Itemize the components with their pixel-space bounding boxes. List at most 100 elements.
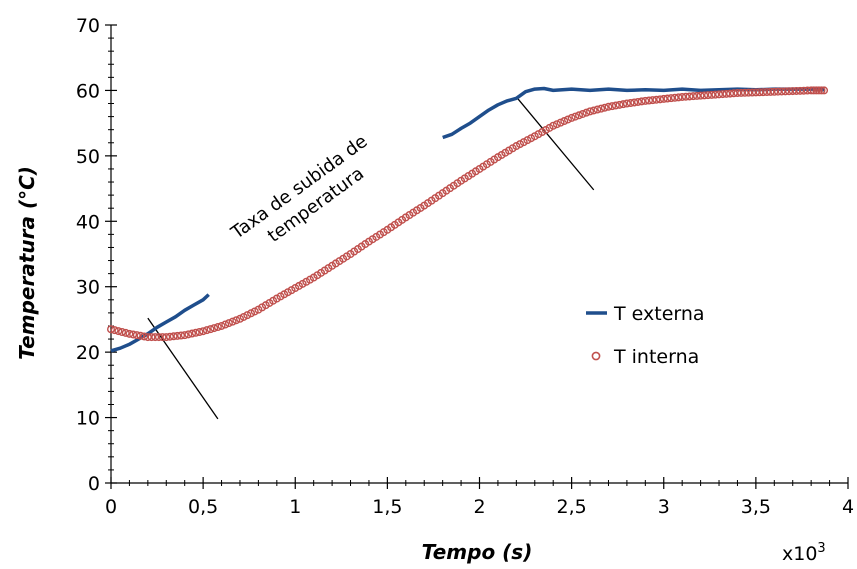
t-interna-point — [814, 86, 823, 95]
x-tick-label: 1 — [289, 496, 301, 518]
legend: T externa T interna — [586, 303, 705, 368]
t-interna-point — [118, 327, 127, 336]
t-interna-point — [608, 102, 617, 111]
y-tick-label: 20 — [76, 342, 100, 364]
t-interna-point — [129, 330, 138, 339]
t-interna-point — [744, 88, 753, 97]
x-tick-label: 1,5 — [372, 496, 402, 518]
t-interna-point — [136, 331, 145, 340]
t-interna-point — [773, 87, 782, 96]
t-interna-point — [597, 104, 606, 113]
x-tick-label: 3 — [658, 496, 670, 518]
t-interna-point — [110, 326, 119, 335]
t-interna-point — [563, 115, 572, 124]
guide-line — [515, 96, 595, 191]
t-interna-point — [715, 90, 724, 99]
x-tick-label: 2 — [473, 496, 485, 518]
t-interna-point — [645, 96, 654, 105]
t-interna-point — [692, 91, 701, 100]
t-interna-point — [711, 90, 720, 99]
t-interna-point — [759, 88, 768, 97]
t-interna-point — [567, 113, 576, 122]
t-interna-point — [630, 98, 639, 107]
t-interna-point — [571, 112, 580, 121]
t-interna-point — [748, 88, 757, 97]
t-interna-point — [733, 89, 742, 98]
t-interna-point — [678, 92, 687, 101]
t-interna-point — [788, 87, 797, 96]
t-interna-point — [770, 87, 779, 96]
t-interna-point — [637, 97, 646, 106]
t-interna-point — [232, 316, 241, 325]
t-interna-point — [674, 93, 683, 102]
y-tick-label: 70 — [76, 15, 100, 37]
t-interna-point — [766, 87, 775, 96]
series-t-interna — [106, 86, 829, 342]
t-interna-point — [648, 96, 657, 105]
t-interna-point — [809, 86, 818, 95]
t-interna-point — [670, 93, 679, 102]
t-interna-point — [604, 102, 613, 111]
t-interna-point — [582, 108, 591, 117]
t-interna-point — [549, 121, 558, 130]
t-interna-point — [169, 332, 178, 341]
t-interna-point — [228, 317, 237, 326]
legend-t-interna-swatch — [591, 351, 601, 361]
t-interna-point — [667, 94, 676, 103]
t-interna-point — [593, 105, 602, 114]
t-interna-point — [177, 331, 186, 340]
t-interna-point — [188, 329, 197, 338]
t-interna-point — [217, 321, 226, 330]
t-interna-point — [817, 86, 826, 95]
t-interna-point — [703, 91, 712, 100]
t-interna-point — [132, 331, 141, 340]
t-interna-point — [154, 333, 163, 342]
t-interna-point — [106, 325, 115, 334]
t-interna-point — [722, 89, 731, 98]
x-tick-label: 2,5 — [557, 496, 587, 518]
t-interna-point — [792, 86, 801, 95]
y-tick-label: 40 — [76, 211, 100, 233]
y-tick-label: 10 — [76, 408, 100, 430]
t-interna-point — [777, 87, 786, 96]
t-interna-point — [140, 332, 149, 341]
t-interna-point — [812, 86, 821, 95]
t-interna-point — [578, 109, 587, 118]
t-interna-point — [785, 87, 794, 96]
t-interna-point — [652, 95, 661, 104]
t-interna-point — [619, 100, 628, 109]
t-interna-point — [740, 88, 749, 97]
t-interna-point — [656, 95, 665, 104]
t-interna-point — [615, 100, 624, 109]
t-interna-point — [700, 91, 709, 100]
t-interna-point — [751, 88, 760, 97]
t-interna-point — [213, 323, 222, 332]
t-interna-point — [799, 86, 808, 95]
t-interna-point — [807, 86, 816, 95]
t-interna-point — [659, 94, 668, 103]
t-interna-point — [560, 117, 569, 126]
t-interna-point — [143, 333, 152, 342]
t-interna-point — [210, 324, 219, 333]
t-interna-point — [796, 86, 805, 95]
axes: 0 0,5 1 1,5 2 2,5 3 3,5 4 0 10 20 30 40 50 60 70 — [76, 15, 854, 518]
series-t-externa — [110, 86, 825, 353]
t-interna-point — [622, 99, 631, 108]
t-interna-point — [114, 327, 123, 336]
t-interna-point — [681, 92, 690, 101]
t-interna-point — [180, 331, 189, 340]
t-interna-point — [574, 111, 583, 120]
t-interna-point — [689, 92, 698, 101]
t-interna-point — [718, 90, 727, 99]
t-interna-point — [600, 103, 609, 112]
x-tick-label: 0,5 — [188, 496, 218, 518]
x-multiplier: x103 — [782, 541, 826, 565]
t-interna-point — [663, 94, 672, 103]
x-ticks: 0 0,5 1 1,5 2 2,5 3 3,5 4 — [105, 477, 854, 518]
t-interna-point — [556, 118, 565, 127]
t-interna-point — [762, 87, 771, 96]
x-tick-label: 0 — [105, 496, 117, 518]
t-interna-point — [147, 333, 156, 342]
t-interna-point — [121, 328, 130, 337]
